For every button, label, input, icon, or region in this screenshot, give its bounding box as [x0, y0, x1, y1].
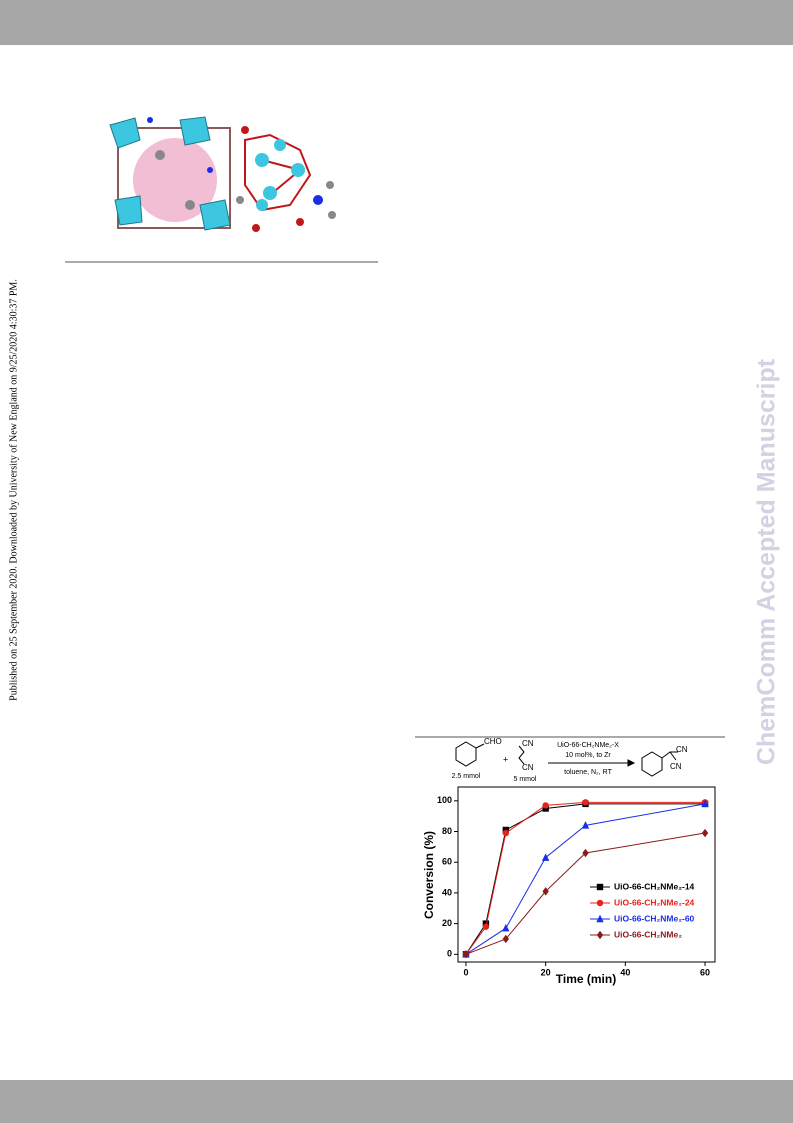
y-tick-label: 0: [447, 949, 452, 959]
scheme-text: CN: [522, 763, 534, 772]
marker: [502, 924, 510, 932]
legend-label: UiO-66-CH₂NMe₂-60: [614, 913, 695, 923]
scheme-text: CN: [522, 739, 534, 748]
x-tick-label: 40: [620, 967, 630, 977]
scheme-text: 10 mol%, to Zr: [565, 752, 611, 759]
scheme-text: +: [503, 754, 508, 764]
header-bar: [0, 0, 793, 45]
legend-marker: [596, 930, 604, 940]
side-note: Published on 25 September 2020. Download…: [8, 279, 19, 701]
scheme-text: 5 mmol: [514, 776, 537, 783]
x-axis-label: Time (min): [556, 972, 616, 986]
marker: [502, 934, 510, 944]
marker: [541, 853, 550, 861]
legend-marker: [596, 883, 604, 891]
y-axis-label: Conversion (%): [422, 831, 436, 919]
marker: [701, 799, 709, 808]
structure-figure: [109, 116, 336, 232]
legend-label: UiO-66-CH₂NMe₂-14: [614, 881, 695, 891]
marker: [582, 799, 589, 806]
series-line: [465, 801, 706, 955]
marker: [542, 887, 549, 896]
footer-bar: [0, 1080, 793, 1123]
marker: [582, 848, 589, 858]
marker: [701, 828, 709, 838]
marker: [542, 802, 549, 809]
y-tick-label: 40: [442, 887, 452, 897]
marker: [502, 829, 510, 837]
y-tick-label: 20: [442, 918, 452, 928]
marker: [482, 923, 490, 930]
x-tick-label: 0: [463, 967, 468, 977]
scheme-text: CN: [670, 762, 682, 771]
legend-label: UiO-66-CH₂NMe₂-24: [614, 897, 695, 907]
scheme-text: CHO: [484, 737, 502, 746]
scheme-text: toluene, N₂, RT: [564, 769, 612, 776]
legend-marker: [596, 899, 604, 907]
x-tick-label: 60: [700, 967, 710, 977]
y-tick-label: 80: [442, 826, 452, 836]
x-tick-label: 20: [541, 967, 551, 977]
scheme-text: 2.5 mmol: [452, 773, 481, 780]
marker: [581, 821, 590, 829]
plot-frame: [457, 786, 716, 963]
scheme-text: CN: [676, 745, 688, 754]
marker: [462, 950, 470, 959]
reaction-scheme: [455, 741, 678, 777]
y-tick-label: 100: [437, 795, 452, 805]
legend-label: UiO-66-CH₂NMe₂: [614, 929, 682, 939]
watermark: ChemComm Accepted Manuscript: [753, 358, 781, 765]
y-tick-label: 60: [442, 857, 452, 867]
legend-marker: [596, 914, 604, 923]
scheme-text: UiO-66-CH₂NMe₂-X: [557, 742, 619, 749]
